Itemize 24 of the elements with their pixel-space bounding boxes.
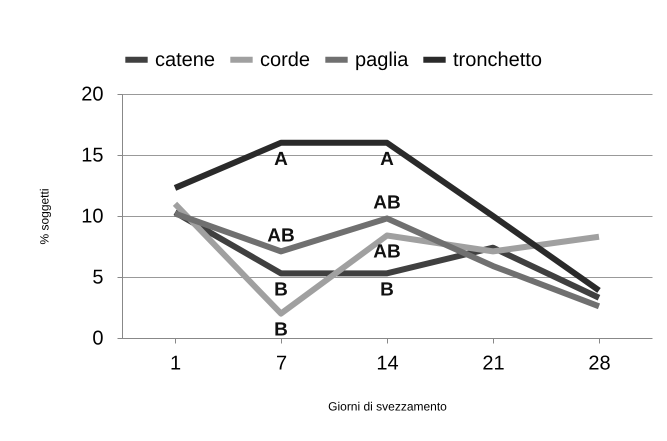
annotation: A [380,148,394,170]
legend-label: corde [260,48,310,71]
legend-label: tronchetto [453,48,542,71]
y-axis-title: % soggetti [37,188,52,245]
y-tick-label: 20 [81,84,104,106]
y-tick-label: 0 [92,328,104,350]
x-tick-label: 1 [170,352,182,374]
annotation: B [380,279,394,300]
legend-label: catene [155,48,216,71]
x-tick-label: 14 [376,352,399,374]
legend-label: paglia [355,48,410,71]
annotation: AB [267,225,295,246]
annotation: AB [373,242,401,263]
annotation: AB [373,192,401,214]
x-tick-label: 7 [276,352,288,374]
y-tick-label: 15 [81,144,104,166]
annotation: B [274,279,288,300]
annotation: B [274,320,288,341]
x-tick-label: 28 [588,352,611,374]
x-tick-label: 21 [482,352,505,374]
y-tick-label: 5 [92,266,104,288]
x-axis-title: Giorni di svezzamento [328,400,448,414]
annotation: A [274,148,288,170]
y-tick-label: 10 [81,206,104,228]
